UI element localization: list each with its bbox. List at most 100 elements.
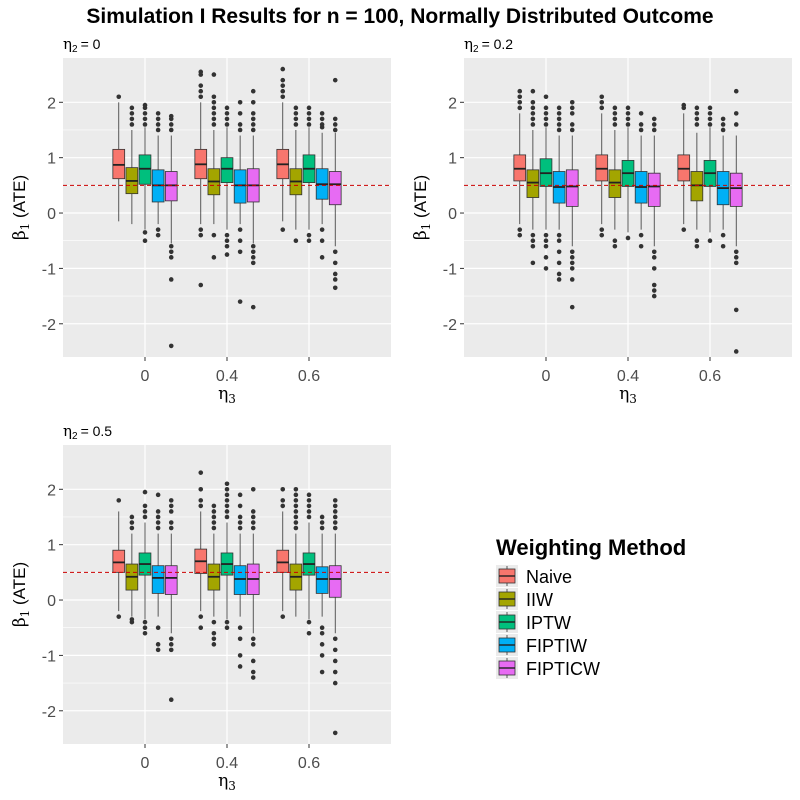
legend: Weighting Method Naive IIW IPTW FIPTIW FIPTIC… [496,535,686,679]
outlier-point [332,658,338,664]
outlier-point [237,625,243,631]
x-tick-label: 0.6 [298,368,320,385]
box-iiw [690,105,704,249]
outlier-point [569,304,575,310]
outlier-point [142,509,148,514]
outlier-point [612,243,618,249]
box-naive [276,486,290,619]
outlier-point [142,230,148,235]
outlier-point [168,113,174,119]
outlier-point [237,99,243,105]
box-iptw [138,489,152,636]
outlier-point [250,127,256,133]
box-iqr [276,549,290,573]
outlier-point [733,349,739,354]
legend-label: FIPTICW [526,659,600,679]
y-tick-label: 2 [47,95,56,112]
outlier-point [720,116,726,122]
box-fipticw [729,88,743,354]
outlier-point [250,675,256,680]
outlier-point [651,127,657,133]
x-tick-label: 0 [141,368,150,385]
y-axis-label: β1 (ATE) [10,175,32,240]
outlier-point [168,498,174,503]
box-iiw [207,503,221,647]
outlier-point [211,105,217,111]
outlier-point [625,235,631,241]
box-iptw [220,105,234,257]
outlier-point [733,88,739,94]
outlier-point [733,122,739,127]
box-naive [595,94,609,238]
panel-subtitle: η2 = 0.5 [63,422,112,442]
panel-subtitle: η2 = 0.2 [464,35,513,55]
outlier-point [306,122,312,127]
outlier-point [651,249,657,255]
outlier-point [319,520,325,525]
outlier-point [155,227,161,232]
outlier-point [707,111,713,116]
outlier-point [332,285,338,291]
outlier-point [250,88,256,94]
outlier-point [569,122,575,127]
outlier-point [319,514,325,520]
outlier-point [250,525,256,531]
outlier-point [250,509,256,514]
outlier-point [569,277,575,282]
outlier-point [569,105,575,111]
outlier-point [694,111,700,116]
outlier-point [556,127,562,133]
box-iiw [289,105,303,244]
legend-item-fipticw: FIPTICW [496,657,600,679]
box-fipticw [328,498,342,736]
outlier-point [237,636,243,642]
facet-panel: -2 -1 0 1 2 0 0.4 0.6 η2 = 0.5 η3 β1 (ATE) [10,422,391,793]
outlier-point [332,636,338,642]
outlier-point [155,122,161,127]
outlier-point [198,83,204,88]
box-iptw [138,102,152,244]
outlier-point [720,122,726,127]
outlier-point [198,88,204,94]
outlier-point [198,94,204,100]
outlier-point [155,232,161,238]
outlier-point [198,486,204,492]
outlier-point [237,520,243,525]
outlier-point [168,503,174,509]
outlier-point [237,514,243,520]
outlier-point [155,111,161,116]
outlier-point [224,509,230,514]
y-tick-label: -1 [443,261,457,278]
outlier-point [332,271,338,277]
outlier-point [651,288,657,293]
outlier-point [224,486,230,492]
outlier-point [129,514,135,520]
outlier-point [625,111,631,116]
outlier-point [237,299,243,304]
outlier-point [250,636,256,642]
outlier-point [250,514,256,520]
outlier-point [733,260,739,266]
legend-title: Weighting Method [496,535,686,560]
outlier-point [129,619,135,625]
facet-panel: -2 -1 0 1 2 0 0.4 0.6 η2 = 0.2 η3 β1 (ATE) [411,35,792,406]
outlier-point [224,243,230,249]
y-tick-label: 0 [448,206,457,223]
outlier-point [332,509,338,514]
box-iqr [565,169,579,207]
outlier-point [306,492,312,498]
outlier-point [293,492,299,498]
outlier-point [556,249,562,255]
box-fipticw [328,77,342,291]
outlier-point [530,243,536,249]
outlier-point [155,625,161,631]
outlier-point [168,255,174,260]
box-iiw [125,105,139,225]
outlier-point [224,619,230,625]
box-fiptiw [315,514,329,675]
outlier-point [168,525,174,531]
outlier-point [211,255,217,260]
outlier-point [332,730,338,736]
outlier-point [142,122,148,127]
